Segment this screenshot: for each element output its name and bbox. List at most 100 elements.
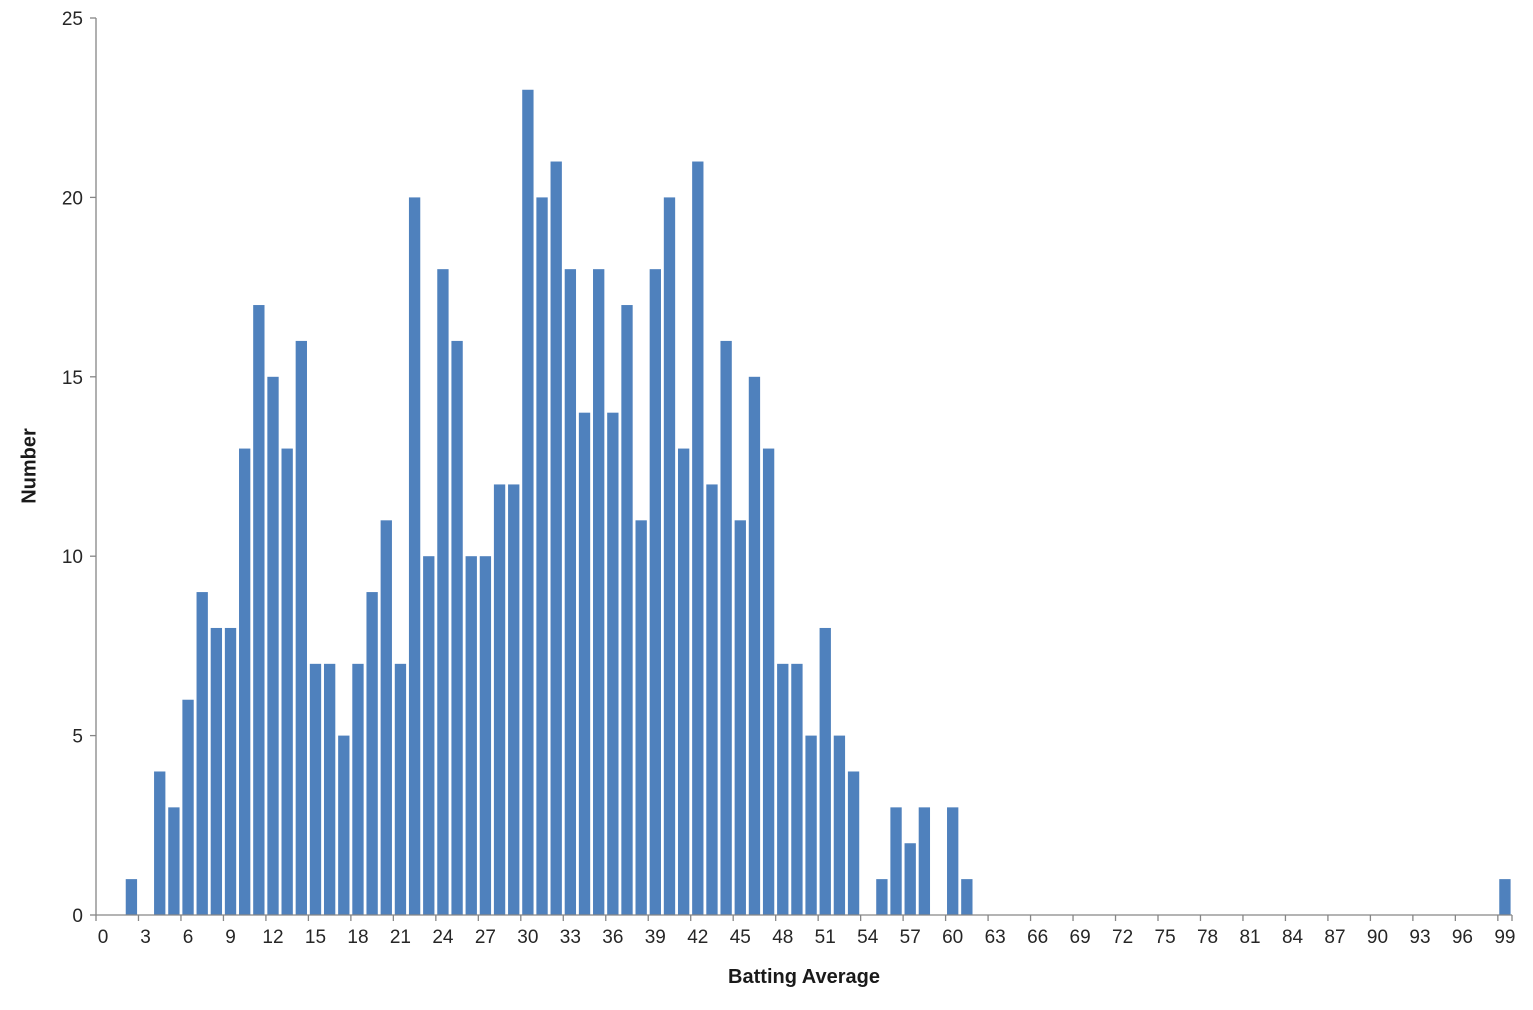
bar — [408, 197, 421, 915]
x-tick-label: 63 — [985, 927, 1006, 948]
bar — [239, 448, 251, 915]
x-tick-label: 12 — [262, 927, 283, 948]
x-tick-label: 96 — [1452, 927, 1473, 948]
x-tick-label: 60 — [942, 927, 963, 948]
x-tick-label: 48 — [772, 927, 793, 948]
bar — [692, 161, 704, 915]
x-tick-label: 30 — [517, 927, 538, 948]
x-tick-label: 15 — [305, 927, 326, 948]
bar — [168, 807, 180, 915]
x-tick-label: 93 — [1409, 927, 1430, 948]
bar — [522, 89, 534, 915]
bar — [508, 484, 520, 915]
bar — [267, 376, 279, 915]
bar — [947, 807, 959, 915]
x-tick-label: 18 — [347, 927, 368, 948]
y-tick-label: 5 — [72, 727, 83, 748]
bar — [366, 592, 378, 915]
y-tick-label: 0 — [72, 906, 83, 927]
x-tick-label: 99 — [1494, 927, 1515, 948]
x-tick-label: 90 — [1367, 927, 1388, 948]
x-tick-label: 36 — [602, 927, 623, 948]
x-tick-label: 45 — [730, 927, 751, 948]
bar — [706, 484, 718, 915]
bar — [890, 807, 902, 915]
bar — [762, 448, 775, 915]
bar — [323, 663, 336, 915]
bar — [961, 879, 973, 915]
bar — [593, 269, 605, 915]
bar — [154, 771, 166, 915]
bar — [196, 592, 208, 915]
bar — [309, 663, 322, 915]
bar — [918, 807, 931, 915]
bar — [465, 556, 477, 915]
bar — [819, 627, 831, 915]
bar — [748, 376, 761, 915]
bar — [578, 412, 591, 915]
bar — [904, 843, 916, 915]
x-axis-title: Batting Average — [728, 966, 880, 988]
x-tick-label: 66 — [1027, 927, 1048, 948]
y-tick-label: 10 — [62, 547, 83, 568]
bar — [210, 627, 223, 915]
bar — [791, 663, 803, 915]
x-tick-label: 78 — [1197, 927, 1218, 948]
bar — [394, 663, 407, 915]
bar — [607, 412, 619, 915]
y-axis-title: Number — [18, 428, 41, 504]
x-tick-label: 39 — [645, 927, 666, 948]
x-tick-label: 87 — [1324, 927, 1345, 948]
bar — [777, 663, 789, 915]
bar — [352, 663, 364, 915]
bar — [847, 771, 860, 915]
bar — [734, 520, 746, 915]
bar — [451, 340, 463, 915]
y-tick-label: 25 — [62, 9, 83, 30]
bar — [295, 340, 307, 915]
bar — [493, 484, 506, 915]
bar — [550, 161, 562, 915]
x-tick-label: 57 — [900, 927, 921, 948]
bar — [833, 735, 846, 915]
bar — [479, 556, 492, 915]
x-tick-label: 6 — [183, 927, 194, 948]
x-tick-label: 24 — [432, 927, 454, 948]
x-tick-label: 9 — [225, 927, 236, 948]
bar — [338, 735, 350, 915]
x-tick-label: 27 — [475, 927, 496, 948]
bar — [677, 448, 690, 915]
bar — [281, 448, 293, 915]
bar — [720, 340, 732, 915]
bar — [125, 879, 138, 915]
x-tick-label: 84 — [1282, 927, 1304, 948]
x-tick-label: 69 — [1070, 927, 1091, 948]
x-tick-label: 81 — [1239, 927, 1260, 948]
bar — [423, 556, 435, 915]
bar — [635, 520, 647, 915]
x-tick-label: 51 — [815, 927, 836, 948]
y-tick-label: 15 — [62, 368, 83, 389]
y-tick-label: 20 — [62, 188, 83, 209]
bar — [649, 269, 661, 915]
bar — [536, 197, 548, 915]
bar — [253, 305, 265, 915]
bar — [224, 627, 237, 915]
x-tick-label: 54 — [857, 927, 879, 948]
bar — [1499, 879, 1511, 915]
bar — [621, 305, 633, 915]
bar — [437, 269, 449, 915]
bar — [564, 269, 577, 915]
x-tick-label: 33 — [560, 927, 581, 948]
bar — [805, 735, 817, 915]
bar — [380, 520, 392, 915]
x-tick-label: 75 — [1155, 927, 1176, 948]
bar — [876, 879, 888, 915]
x-tick-label: 21 — [390, 927, 411, 948]
bar — [663, 197, 676, 915]
x-tick-label: 3 — [140, 927, 151, 948]
x-tick-label: 42 — [687, 927, 708, 948]
x-tick-label: 72 — [1112, 927, 1133, 948]
